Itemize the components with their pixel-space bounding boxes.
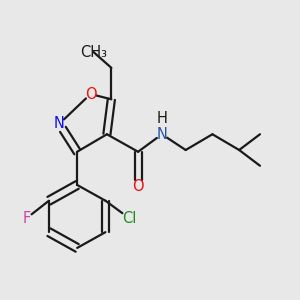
- Text: N: N: [54, 116, 65, 131]
- Text: Cl: Cl: [122, 211, 136, 226]
- Text: F: F: [22, 211, 31, 226]
- Text: H: H: [157, 111, 167, 126]
- Text: O: O: [85, 87, 96, 102]
- Text: CH₃: CH₃: [80, 45, 107, 60]
- Text: N: N: [157, 127, 167, 142]
- Text: O: O: [132, 179, 144, 194]
